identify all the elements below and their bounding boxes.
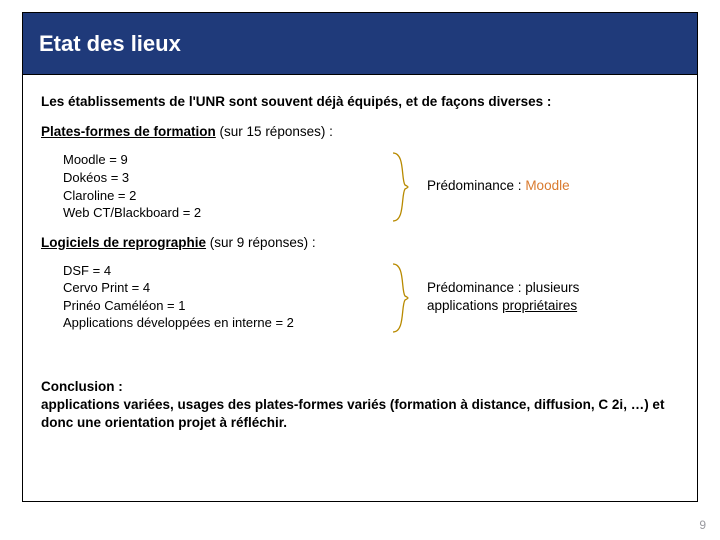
slide-title: Etat des lieux xyxy=(39,31,181,57)
brace-icon xyxy=(391,262,417,332)
list-item: Claroline = 2 xyxy=(63,187,391,205)
section2-label: Logiciels de reprographie (sur 9 réponse… xyxy=(41,234,681,252)
list-item: Web CT/Blackboard = 2 xyxy=(63,204,391,222)
list-item: DSF = 4 xyxy=(63,262,391,280)
section2-label-underline: Logiciels de reprographie xyxy=(41,235,206,250)
section1-label-rest: (sur 15 réponses) : xyxy=(216,124,333,139)
conclusion-label: Conclusion : xyxy=(41,379,123,394)
annotation-line1: Prédominance : plusieurs xyxy=(427,280,579,295)
section2-row: DSF = 4 Cervo Print = 4 Prinéo Caméléon … xyxy=(41,262,681,332)
annotation-prefix: Prédominance : xyxy=(427,178,525,193)
brace-icon xyxy=(391,151,417,221)
slide-content: Les établissements de l'UNR sont souvent… xyxy=(23,75,697,447)
slide-frame: Etat des lieux Les établissements de l'U… xyxy=(22,12,698,502)
list-item: Applications développées en interne = 2 xyxy=(63,314,391,332)
conclusion-body: applications variées, usages des plates-… xyxy=(41,397,664,430)
section2-annotation: Prédominance : plusieurs applications pr… xyxy=(417,262,579,332)
list-item: Prinéo Caméléon = 1 xyxy=(63,297,391,315)
list-item: Dokéos = 3 xyxy=(63,169,391,187)
conclusion: Conclusion : applications variées, usage… xyxy=(41,378,681,433)
section2-list: DSF = 4 Cervo Print = 4 Prinéo Caméléon … xyxy=(41,262,391,332)
list-item: Cervo Print = 4 xyxy=(63,279,391,297)
section1-row: Moodle = 9 Dokéos = 3 Claroline = 2 Web … xyxy=(41,151,681,221)
annotation-line2-underline: propriétaires xyxy=(502,298,577,313)
annotation-line2-pre: applications xyxy=(427,298,502,313)
section1-label: Plates-formes de formation (sur 15 répon… xyxy=(41,123,681,141)
annotation-highlight: Moodle xyxy=(525,178,569,193)
page-number: 9 xyxy=(699,518,706,532)
section1-list: Moodle = 9 Dokéos = 3 Claroline = 2 Web … xyxy=(41,151,391,221)
section2-label-rest: (sur 9 réponses) : xyxy=(206,235,316,250)
section1-annotation: Prédominance : Moodle xyxy=(417,151,570,221)
section1-label-underline: Plates-formes de formation xyxy=(41,124,216,139)
title-bar: Etat des lieux xyxy=(23,13,697,75)
intro-text: Les établissements de l'UNR sont souvent… xyxy=(41,93,681,111)
list-item: Moodle = 9 xyxy=(63,151,391,169)
